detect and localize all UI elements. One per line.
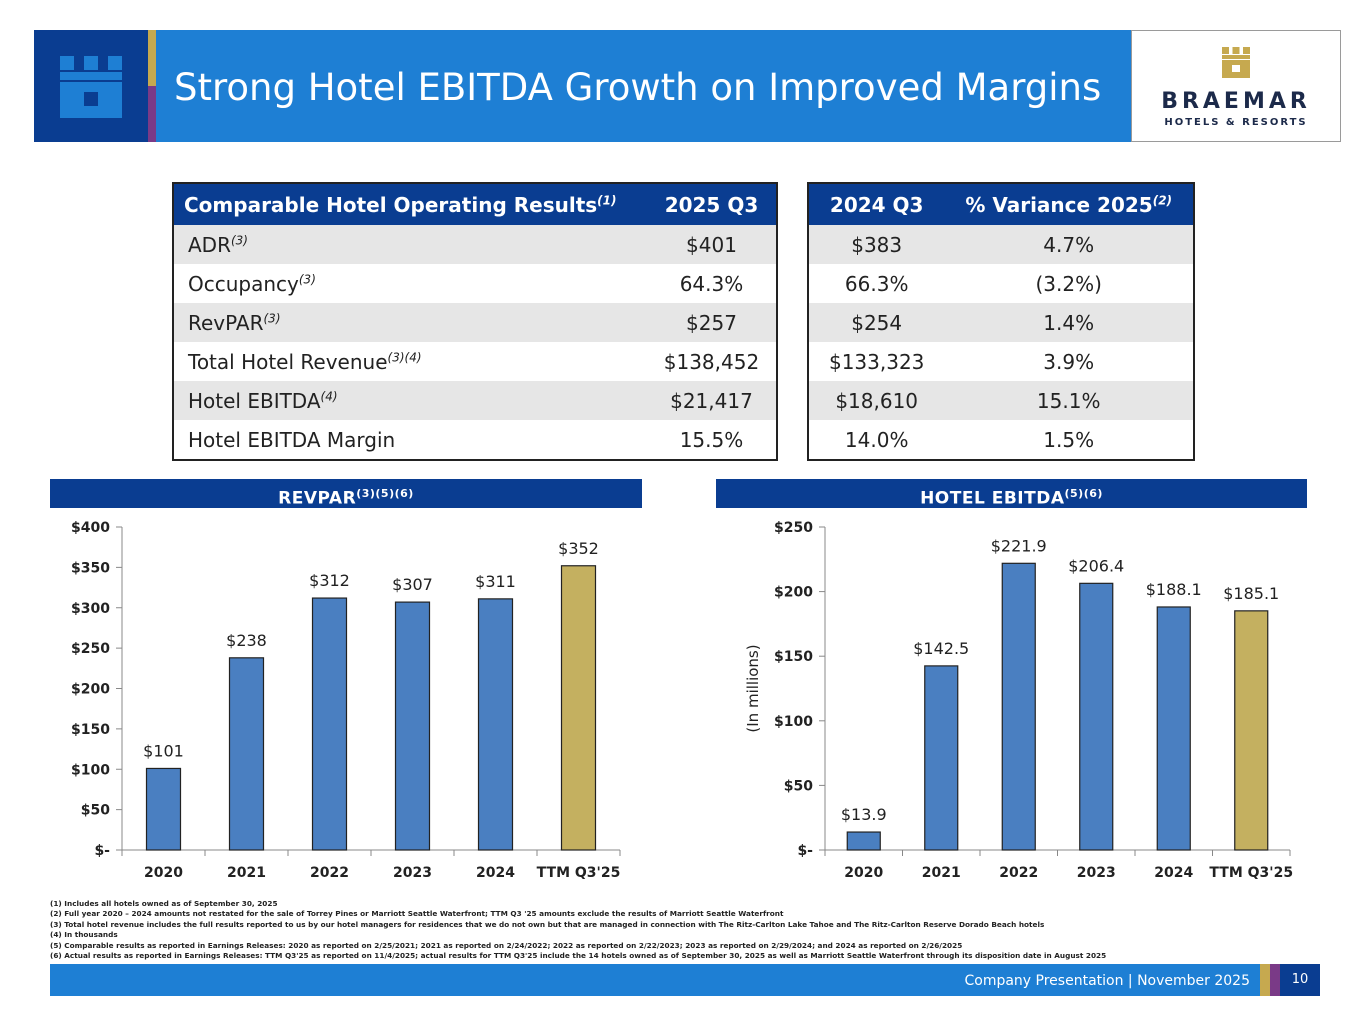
revpar-section-title: REVPAR(3)(5)(6) <box>50 479 642 509</box>
data-label: $101 <box>143 741 184 760</box>
col-header-variance: % Variance 2025(2) <box>944 183 1194 225</box>
table-row: ADR(3) $401 <box>173 225 777 264</box>
bar <box>924 665 959 851</box>
results-table-left: Comparable Hotel Operating Results(1) 20… <box>172 182 778 461</box>
y-axis-title: (In millions) <box>744 644 762 732</box>
table-row: Total Hotel Revenue(3)(4) $138,452 <box>188 349 760 374</box>
data-label: $206.4 <box>1068 556 1124 575</box>
data-label: $352 <box>558 539 599 558</box>
bar <box>1156 606 1191 851</box>
header-banner: Strong Hotel EBITDA Growth on Improved M… <box>34 30 1341 142</box>
x-tick-label: 2022 <box>310 865 349 881</box>
footer-purple-stripe <box>1270 964 1280 996</box>
x-tick-label: 2021 <box>227 865 266 881</box>
y-tick-label: $250 <box>71 641 110 657</box>
data-label: $221.9 <box>991 536 1047 555</box>
y-tick-label: $350 <box>71 560 110 576</box>
x-tick-label: 2020 <box>844 865 883 881</box>
castle-gold-icon <box>1222 47 1250 78</box>
footer-text: Company Presentation | November 2025 <box>964 973 1250 989</box>
bar <box>1001 562 1036 851</box>
table-row: $383 4.7% <box>808 225 1194 264</box>
table-row: 66.3% (3.2%) <box>844 271 1102 296</box>
y-tick-label: $300 <box>71 601 110 617</box>
y-tick-label: $- <box>797 843 813 859</box>
page-title: Strong Hotel EBITDA Growth on Improved M… <box>174 66 1102 109</box>
x-tick-label: 2023 <box>1077 865 1116 881</box>
page-number: 10 <box>1280 964 1320 996</box>
results-table-right: 2024 Q3 % Variance 2025(2) $383 4.7% 66.3… <box>807 182 1195 461</box>
data-label: $142.5 <box>913 639 969 658</box>
y-tick-label: $200 <box>774 585 813 601</box>
x-tick-label: TTM Q3'25 <box>1209 865 1293 881</box>
data-label: $312 <box>309 571 350 590</box>
table-row: $133,323 3.9% <box>828 349 1095 374</box>
footnote: (6) Actual results as reported in Earnin… <box>50 951 1107 961</box>
x-tick-label: 2021 <box>922 865 961 881</box>
bar <box>477 598 514 851</box>
ebitda-section-title: HOTEL EBITDA(5)(6) <box>716 479 1307 509</box>
purple-stripe <box>148 86 156 142</box>
table-row: RevPAR(3) $257 <box>173 303 777 342</box>
data-label: $238 <box>226 631 267 650</box>
footnotes: (1) Includes all hotels owned as of Sept… <box>50 899 1106 961</box>
footnote: (1) Includes all hotels owned as of Sept… <box>50 899 278 908</box>
y-tick-label: $50 <box>784 778 813 794</box>
table-row: Occupancy(3) 64.3% <box>188 271 744 296</box>
data-label: $188.1 <box>1146 580 1202 599</box>
footnote: (3) Total hotel revenue includes the ful… <box>50 919 1045 929</box>
brand-name: BRAEMAR <box>1161 89 1311 114</box>
y-tick-label: $400 <box>71 520 110 536</box>
braemar-logo: BRAEMAR HOTELS & RESORTS <box>1131 30 1341 142</box>
col-header-metric: Comparable Hotel Operating Results(1) <box>173 183 647 225</box>
y-tick-label: $- <box>94 843 110 859</box>
bar <box>1079 582 1114 851</box>
x-tick-label: 2023 <box>393 865 432 881</box>
brand-subtitle: HOTELS & RESORTS <box>1164 117 1308 128</box>
data-label: $311 <box>475 572 516 591</box>
footnote: (4) In thousands <box>50 930 118 940</box>
x-tick-label: 2024 <box>476 865 515 881</box>
castle-logo-box <box>34 30 148 142</box>
y-tick-label: $100 <box>71 762 110 778</box>
y-tick-label: $150 <box>774 649 813 665</box>
bar <box>228 657 265 851</box>
table-row: Hotel EBITDA Margin 15.5% <box>188 427 744 452</box>
hotel-ebitda-chart: $- $50 $100 $150 $200 $250 $13.9 2020 $142.5 2021… <box>744 520 1293 881</box>
bar <box>846 831 881 851</box>
bar <box>394 601 431 851</box>
data-label: $307 <box>392 575 433 594</box>
x-tick-label: 2022 <box>999 865 1038 881</box>
bar <box>311 597 348 851</box>
x-tick-label: 2020 <box>144 865 183 881</box>
y-tick-label: $50 <box>81 803 110 819</box>
y-tick-label: $200 <box>71 682 110 698</box>
footer-gold-stripe <box>1260 964 1270 996</box>
footnote: (2) Full year 2020 – 2024 amounts not re… <box>50 909 784 919</box>
col-header-2024-q3: 2024 Q3 <box>808 183 945 225</box>
title-bar <box>156 30 1131 142</box>
table-row: 14.0% 1.5% <box>844 427 1095 452</box>
table-row: Hotel EBITDA(4) $21,417 <box>173 381 777 420</box>
gold-stripe <box>148 30 156 86</box>
data-label: $185.1 <box>1223 584 1279 603</box>
x-tick-label: 2024 <box>1154 865 1193 881</box>
y-tick-label: $250 <box>774 520 813 536</box>
y-tick-label: $100 <box>774 714 813 730</box>
revpar-chart: $- $50 $100 $150 $200 $250 $300 $350 $400 $101 202… <box>71 520 621 881</box>
col-header-2025-q3: 2025 Q3 <box>646 183 777 225</box>
y-tick-label: $150 <box>71 722 110 738</box>
bar <box>560 565 597 851</box>
castle-icon <box>60 56 122 118</box>
footer-bar: Company Presentation | November 2025 10 <box>50 964 1320 996</box>
table-row: $254 1.4% <box>808 303 1194 342</box>
x-tick-label: TTM Q3'25 <box>537 865 621 881</box>
data-label: $13.9 <box>841 805 887 824</box>
bar <box>1234 610 1269 851</box>
footnote: (5) Comparable results as reported in Ea… <box>50 940 963 950</box>
bar <box>145 767 182 851</box>
table-row: $18,610 15.1% <box>808 381 1194 420</box>
